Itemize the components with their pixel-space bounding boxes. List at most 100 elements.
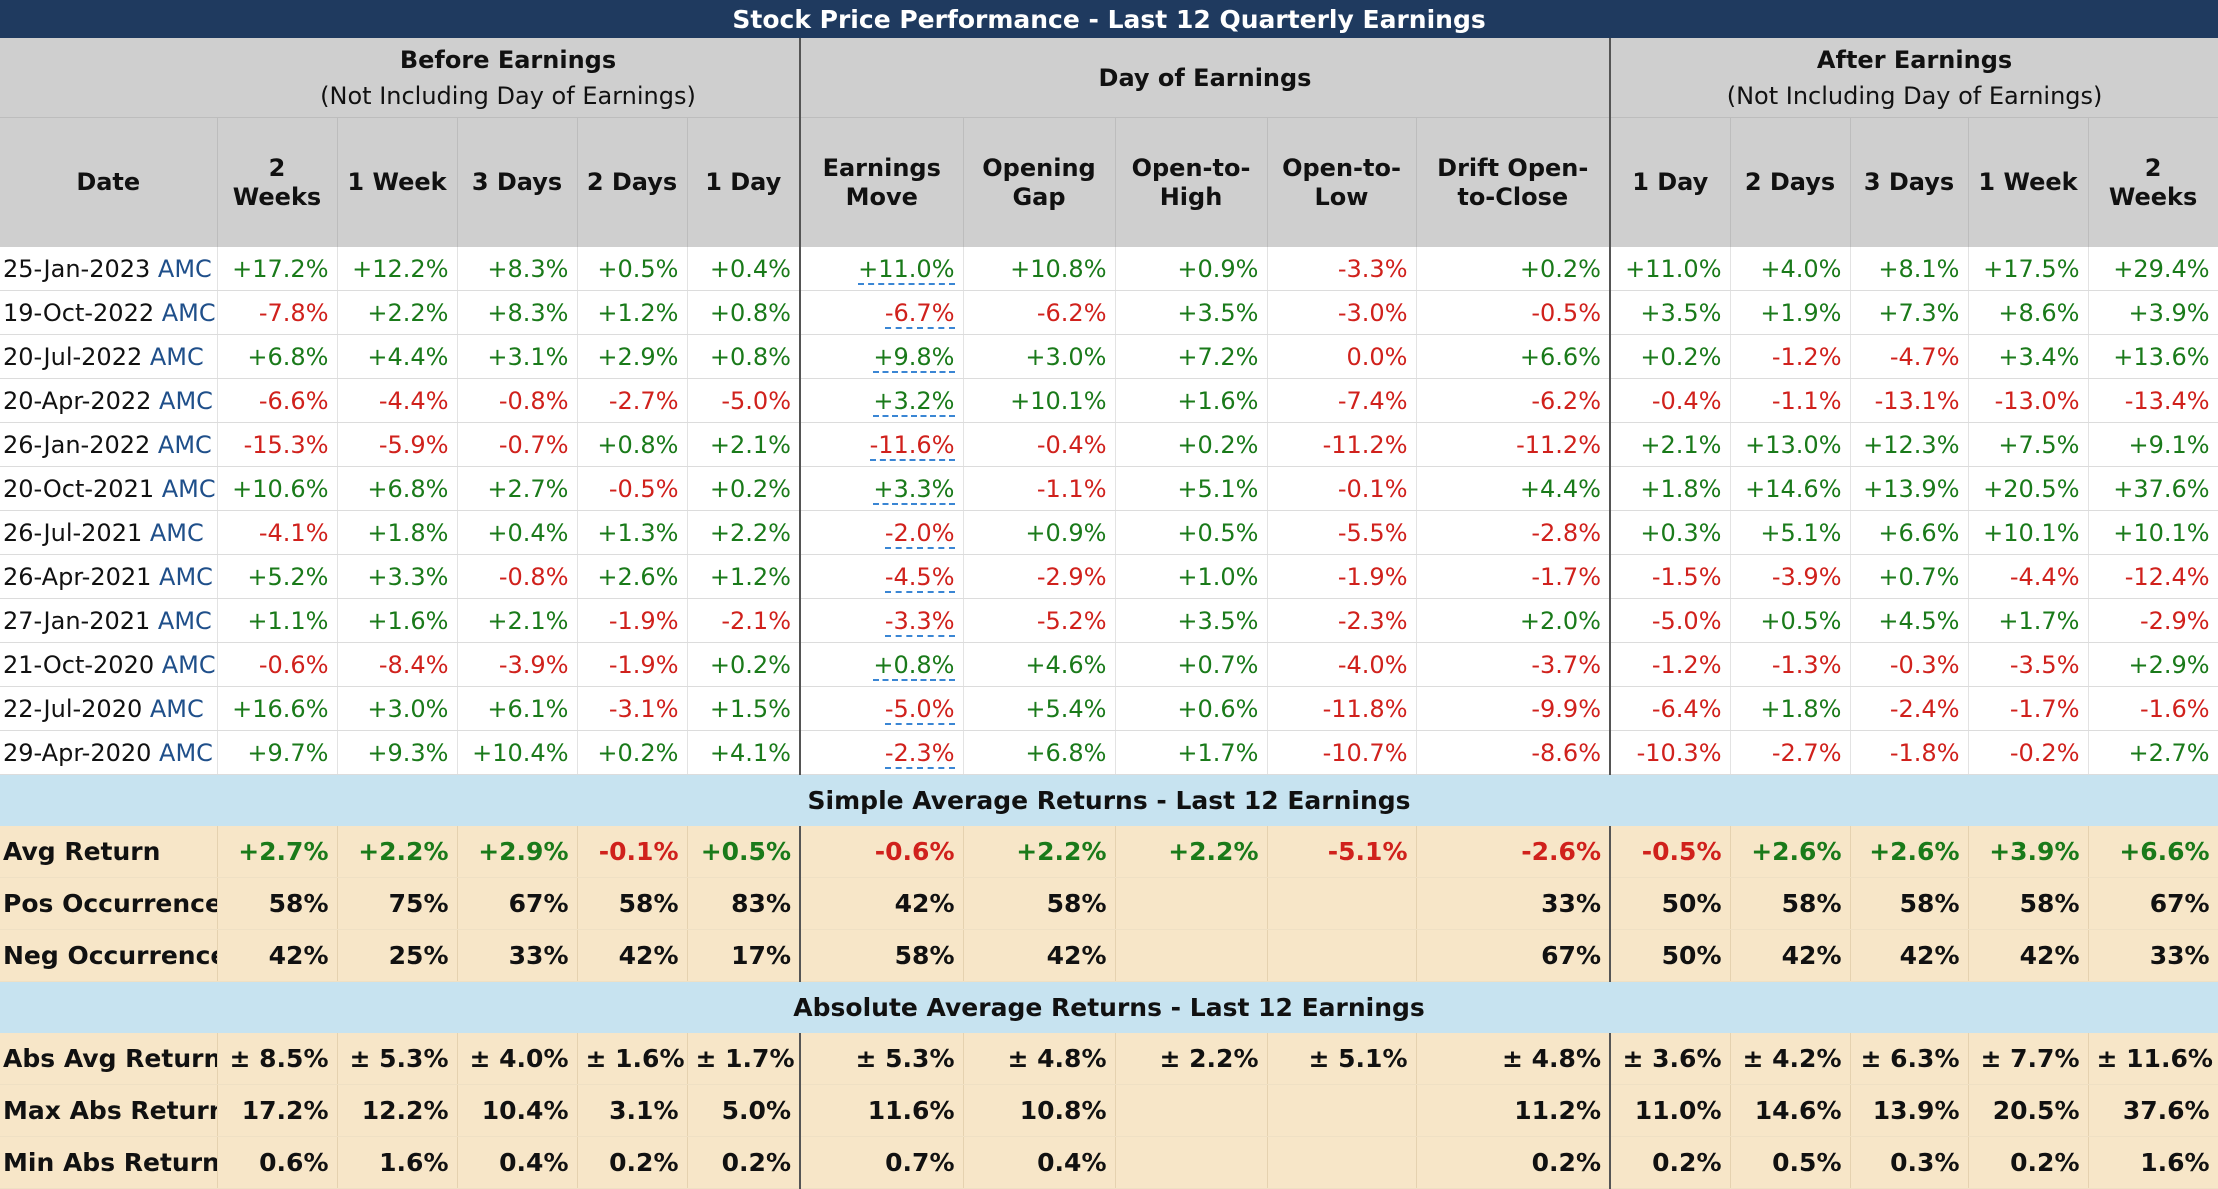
summary-value: 0.2% [577,1136,688,1189]
summary-value: 11.0% [1610,1084,1731,1137]
ticker-link[interactable]: AMC [159,738,213,767]
earnings-move-cell[interactable]: +3.2% [800,378,964,423]
summary-label: Neg Occurrences [0,929,218,982]
value-cell: +29.4% [2088,247,2218,291]
col-header-6-earnings-move: Earnings Move [800,117,964,247]
earnings-move-cell[interactable]: +0.8% [800,642,964,687]
summary-value: -0.6% [800,826,964,878]
value-cell: +11.0% [1610,247,1731,291]
earnings-move-cell[interactable]: +11.0% [800,247,964,291]
date-text: 26-Apr-2021 [3,562,160,591]
value-cell: +6.6% [1416,334,1611,379]
value-cell: -1.2% [1730,334,1851,379]
value-cell: -6.2% [1416,378,1611,423]
summary-value [1267,1136,1417,1189]
summary-label: Min Abs Return [0,1136,218,1189]
earnings-move-cell[interactable]: +3.3% [800,466,964,511]
summary-row-pos-occurrences: Pos Occurrences 58% 75% 67% 58% 83% 42% 58% 33% 5… [0,877,2218,930]
ticker-link[interactable]: AMC [161,650,216,679]
summary-value: 67% [1416,929,1611,982]
value-cell: +0.8% [687,290,801,335]
value-cell: -5.9% [337,422,458,467]
value-cell: +3.0% [963,334,1116,379]
col-header-7-opening-gap: Opening Gap [963,117,1116,247]
value-cell: -2.3% [1267,598,1417,643]
value-cell: +7.2% [1115,334,1268,379]
earnings-move-cell[interactable]: -3.3% [800,598,964,643]
col-header-9-open-to-low: Open-to-Low [1267,117,1417,247]
earnings-move-cell[interactable]: -11.6% [800,422,964,467]
after-earnings-group: After Earnings (Not Including Day of Earn… [1610,38,2218,118]
value-cell: +6.1% [457,686,578,731]
earnings-move-cell[interactable]: -2.0% [800,510,964,555]
table-row: 20-Oct-2021 AMC +10.6% +6.8% +2.7% -0.5% +0.2… [0,466,2218,511]
table-row: 21-Oct-2020 AMC -0.6% -8.4% -3.9% -1.9% +0.2%… [0,642,2218,687]
value-cell: +2.6% [577,554,688,599]
value-cell: -0.3% [1850,642,1969,687]
value-cell: +12.3% [1850,422,1969,467]
ticker-link[interactable]: AMC [149,342,204,371]
ticker-link[interactable]: AMC [159,386,213,415]
ticker-link[interactable]: AMC [161,298,216,327]
table-row: 29-Apr-2020 AMC +9.7% +9.3% +10.4% +0.2% +4.1… [0,730,2218,775]
ticker-link[interactable]: AMC [157,254,212,283]
value-cell: +0.2% [1610,334,1731,379]
summary-value: 67% [457,877,578,930]
earnings-move-cell[interactable]: -4.5% [800,554,964,599]
date-text: 20-Apr-2022 [3,386,160,415]
summary-value [1267,1084,1417,1137]
value-cell: +10.6% [217,466,338,511]
summary-value: +2.2% [1115,826,1268,878]
row-date: 20-Apr-2022 AMC [0,378,218,423]
summary-value: ± 4.2% [1730,1033,1851,1085]
value-cell: +9.3% [337,730,458,775]
summary-value: 11.6% [800,1084,964,1137]
value-cell: +6.8% [337,466,458,511]
summary-value: 33% [457,929,578,982]
ticker-link[interactable]: AMC [149,694,204,723]
value-cell: -4.7% [1850,334,1969,379]
date-text: 27-Jan-2021 [3,606,158,635]
ticker-link[interactable]: AMC [159,562,213,591]
value-cell: +2.9% [577,334,688,379]
summary-value: 17% [687,929,801,982]
ticker-link[interactable]: AMC [149,518,204,547]
summary-value: 5.0% [687,1084,801,1137]
ticker-link[interactable]: AMC [161,474,216,503]
summary-value: ± 1.6% [577,1033,688,1085]
value-cell: +3.9% [2088,290,2218,335]
col-header-13-3-days: 3 Days [1850,117,1969,247]
summary-value: 37.6% [2088,1084,2218,1137]
earnings-move-cell[interactable]: +9.8% [800,334,964,379]
value-cell: -0.5% [1416,290,1611,335]
earnings-move-cell[interactable]: -2.3% [800,730,964,775]
value-cell: +4.4% [1416,466,1611,511]
ticker-link[interactable]: AMC [157,430,212,459]
value-cell: -1.9% [1267,554,1417,599]
row-date: 21-Oct-2020 AMC [0,642,218,687]
earnings-move-cell[interactable]: -6.7% [800,290,964,335]
value-cell: +3.5% [1115,290,1268,335]
col-header-0-date: Date [0,117,218,247]
col-header-10-drift-open-to-close: Drift Open-to-Close [1416,117,1611,247]
summary-value: +6.6% [2088,826,2218,878]
earnings-move-cell[interactable]: -5.0% [800,686,964,731]
date-text: 29-Apr-2020 [3,738,160,767]
value-cell: +10.1% [1968,510,2089,555]
ticker-link[interactable]: AMC [157,606,212,635]
date-text: 26-Jan-2022 [3,430,158,459]
value-cell: +8.1% [1850,247,1969,291]
summary-value: 50% [1610,929,1731,982]
value-cell: -3.9% [1730,554,1851,599]
value-cell: +1.2% [687,554,801,599]
date-text: 20-Oct-2021 [3,474,162,503]
summary-value: -5.1% [1267,826,1417,878]
value-cell: +0.4% [687,247,801,291]
value-cell: +4.5% [1850,598,1969,643]
value-cell: +13.6% [2088,334,2218,379]
col-header-8-open-to-high: Open-to-High [1115,117,1268,247]
value-cell: +0.6% [1115,686,1268,731]
col-header-2-1-week: 1 Week [337,117,458,247]
absolute-average-section-title: Absolute Average Returns - Last 12 Earni… [0,981,2218,1033]
value-cell: +0.9% [1115,247,1268,291]
